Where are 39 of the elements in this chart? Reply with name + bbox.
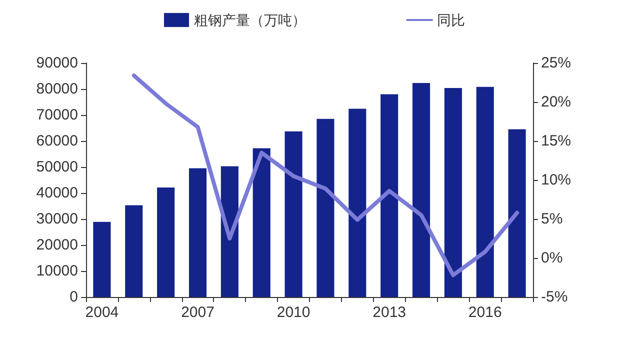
y-tick-label: 90000 bbox=[36, 54, 78, 72]
legend-label: 粗钢产量（万吨） bbox=[194, 12, 306, 28]
x-tick-label: 2004 bbox=[85, 304, 119, 321]
y-tick-label: 70000 bbox=[36, 106, 78, 124]
y2-tick-label: -5% bbox=[541, 288, 568, 306]
y2-tick-label: 25% bbox=[541, 54, 572, 72]
bar bbox=[93, 222, 111, 297]
legend-label: 同比 bbox=[437, 12, 465, 28]
bar bbox=[220, 166, 238, 297]
y-tick-label: 20000 bbox=[36, 236, 78, 254]
bar bbox=[188, 168, 207, 297]
y-tick-label: 40000 bbox=[36, 184, 78, 202]
y-tick-label: 0 bbox=[70, 288, 78, 306]
y-tick-label: 60000 bbox=[36, 132, 78, 150]
line-series bbox=[132, 73, 520, 278]
bar bbox=[412, 83, 430, 297]
bar bbox=[252, 148, 270, 297]
bar bbox=[284, 131, 302, 297]
bar bbox=[316, 118, 334, 297]
bar bbox=[444, 88, 462, 297]
y2-tick-label: 10% bbox=[541, 172, 572, 188]
bar bbox=[380, 94, 398, 297]
y-tick-label: 30000 bbox=[36, 210, 78, 228]
bar bbox=[476, 86, 494, 297]
y-tick-label: 50000 bbox=[36, 158, 78, 176]
x-tick-label: 2007 bbox=[181, 304, 214, 321]
x-tick-label: 2013 bbox=[372, 304, 406, 321]
y2-tick-label: 5% bbox=[541, 210, 563, 228]
bar bbox=[125, 205, 143, 297]
bar bbox=[508, 129, 526, 297]
y-tick-label: 80000 bbox=[36, 80, 78, 98]
y2-tick-label: 20% bbox=[541, 94, 572, 110]
x-tick-label: 2010 bbox=[276, 304, 310, 321]
x-tick-label: 2016 bbox=[468, 304, 502, 321]
y-tick-label: 10000 bbox=[36, 262, 78, 280]
bar bbox=[348, 108, 366, 297]
y2-tick-label: 15% bbox=[541, 132, 572, 150]
y2-tick-label: 0% bbox=[541, 250, 563, 266]
bar bbox=[157, 188, 175, 297]
